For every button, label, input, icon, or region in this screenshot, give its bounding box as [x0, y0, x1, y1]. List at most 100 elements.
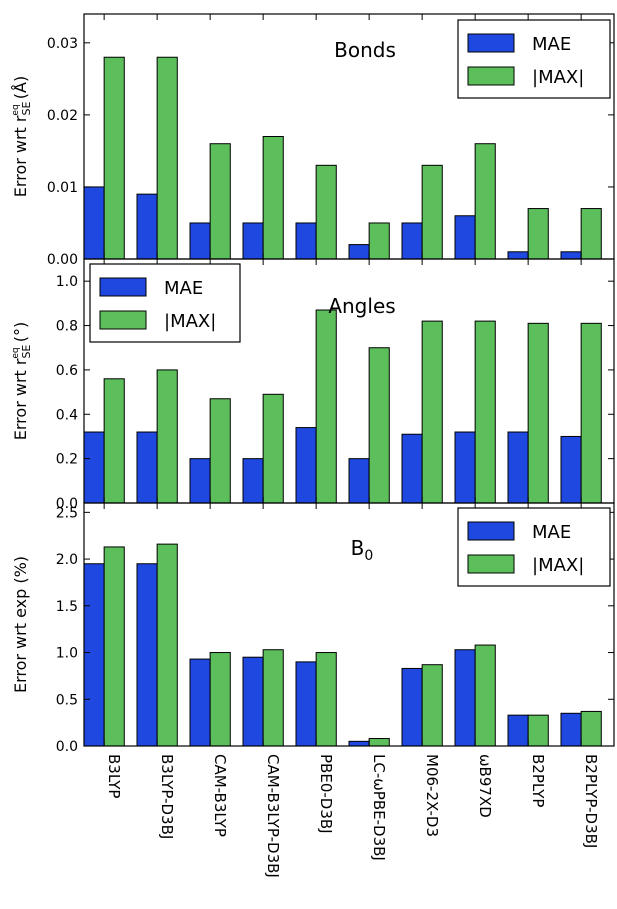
panel-title: B0: [351, 536, 374, 564]
ytick-label: 2.0: [56, 552, 78, 568]
bar-mae-b2plyp-d3bj: [560, 435, 582, 504]
ytick-label: 0.5: [56, 692, 78, 708]
bar-max-m06-2x-d3: [421, 320, 443, 504]
ytick-label: 0.02: [47, 108, 78, 124]
ytick-label: 0.0: [56, 496, 78, 512]
bar-max-pbe0-d3bj: [315, 309, 337, 504]
bar-mae-m06-2x-d3: [401, 222, 423, 260]
bar-max-cam-b3lyp: [209, 398, 231, 504]
bar-max-lc-ωpbe-d3bj: [368, 347, 390, 504]
x-category-label: LC-ωPBE-D3BJ: [370, 754, 388, 861]
bar-mae-b2plyp-d3bj: [560, 251, 582, 260]
bar-mae-cam-b3lyp: [189, 222, 211, 260]
x-category-label: M06-2X-D3: [423, 754, 441, 837]
ytick-label: 1.0: [56, 646, 78, 662]
bar-max-ωb97xd: [474, 644, 496, 747]
bar-mae-b2plyp-d3bj: [560, 712, 582, 747]
bar-mae-lc-ωpbe-d3bj: [348, 740, 370, 747]
bar-max-ωb97xd: [474, 320, 496, 504]
bar-max-b2plyp: [527, 714, 549, 747]
bar-mae-pbe0-d3bj: [295, 427, 317, 504]
legend-label-max: |MAX|: [532, 67, 584, 88]
bar-max-b2plyp: [527, 208, 549, 260]
legend-label-max: |MAX|: [164, 311, 216, 332]
legend-label-mae: MAE: [532, 34, 571, 55]
ytick-label: 0.03: [47, 36, 78, 52]
bar-mae-b3lyp-d3bj: [136, 563, 158, 747]
bar-mae-cam-b3lyp-d3bj: [242, 458, 264, 504]
panel-bonds: 0.00 0.01 0.02 0.03 Error wrt rSEeq (Å) Bonds…: [11, 13, 615, 268]
bar-mae-b2plyp: [507, 431, 529, 504]
ytick-label: 0.4: [56, 407, 78, 423]
y-axis-label: Error wrt rSEeq (Å): [11, 76, 33, 197]
ytick-label: 1.5: [56, 599, 78, 615]
x-category-label: B3LYP: [105, 754, 123, 798]
bar-max-pbe0-d3bj: [315, 164, 337, 260]
ytick-label: 0.2: [56, 452, 78, 468]
legend-swatch-mae: [467, 33, 515, 53]
bar-mae-b3lyp: [83, 431, 105, 504]
x-category-label: B2PLYP: [529, 754, 547, 807]
x-category-label: B2PLYP-D3BJ: [582, 754, 600, 848]
ytick-label: 1.0: [56, 274, 78, 290]
panel-b0: 0.0 0.5 1.0 1.5 2.0 2.5 Error wrt exp (%) B0 MAE…: [11, 502, 615, 878]
bar-mae-b3lyp: [83, 186, 105, 260]
bar-max-b2plyp-d3bj: [580, 208, 602, 260]
ytick-label: 0.0: [56, 739, 78, 755]
legend-swatch-max: [467, 66, 515, 86]
legend-swatch-mae: [99, 277, 147, 297]
bar-mae-b2plyp: [507, 714, 529, 747]
bar-mae-pbe0-d3bj: [295, 661, 317, 747]
legend-swatch-max: [467, 554, 515, 574]
x-category-label: CAM-B3LYP: [211, 754, 229, 837]
bar-max-b2plyp-d3bj: [580, 710, 602, 747]
bar-mae-lc-ωpbe-d3bj: [348, 244, 370, 260]
bar-max-cam-b3lyp-d3bj: [262, 136, 284, 260]
ytick-label: 2.5: [56, 505, 78, 521]
ytick-label: 0.00: [47, 252, 78, 268]
y-axis-label: Error wrt rSEeq (°): [11, 322, 33, 440]
bar-mae-cam-b3lyp: [189, 658, 211, 747]
bar-max-cam-b3lyp-d3bj: [262, 649, 284, 747]
bar-max-lc-ωpbe-d3bj: [368, 738, 390, 747]
bar-mae-ωb97xd: [454, 431, 476, 504]
legend-swatch-mae: [467, 521, 515, 541]
bar-max-b3lyp-d3bj: [156, 369, 178, 504]
bar-max-b3lyp: [103, 56, 125, 260]
bar-mae-m06-2x-d3: [401, 667, 423, 747]
bar-mae-ωb97xd: [454, 215, 476, 260]
bar-mae-m06-2x-d3: [401, 433, 423, 504]
legend: MAE |MAX|: [89, 263, 241, 343]
bar-max-lc-ωpbe-d3bj: [368, 222, 390, 260]
legend-label-mae: MAE: [532, 522, 571, 543]
legend-label-mae: MAE: [164, 278, 203, 299]
x-category-label: CAM-B3LYP-D3BJ: [264, 754, 282, 878]
ytick-label: 0.01: [47, 180, 78, 196]
bar-mae-pbe0-d3bj: [295, 222, 317, 260]
x-category-label: PBE0-D3BJ: [317, 754, 335, 834]
bar-mae-lc-ωpbe-d3bj: [348, 458, 370, 504]
bar-mae-b3lyp: [83, 563, 105, 747]
legend-swatch-max: [99, 310, 147, 330]
legend-label-max: |MAX|: [532, 555, 584, 576]
ytick-label: 0.6: [56, 363, 78, 379]
ytick-label: 0.8: [56, 319, 78, 335]
plot-frame: [83, 502, 615, 747]
bar-max-cam-b3lyp: [209, 652, 231, 747]
bar-max-b2plyp-d3bj: [580, 322, 602, 504]
bar-mae-b3lyp-d3bj: [136, 431, 158, 504]
bar-max-cam-b3lyp: [209, 143, 231, 260]
bar-mae-cam-b3lyp-d3bj: [242, 656, 264, 747]
bar-max-b3lyp-d3bj: [156, 543, 178, 747]
x-category-label: ωB97XD: [476, 754, 494, 818]
bar-max-pbe0-d3bj: [315, 652, 337, 747]
y-axis-label: Error wrt exp (%): [11, 556, 30, 693]
bar-max-cam-b3lyp-d3bj: [262, 393, 284, 504]
x-category-label: B3LYP-D3BJ: [158, 754, 176, 839]
bar-max-b3lyp-d3bj: [156, 56, 178, 260]
bar-max-m06-2x-d3: [421, 664, 443, 747]
panel-angles: 0.0 0.2 0.4 0.6 0.8 1.0 Error wrt rSEeq (°) Ang…: [11, 258, 615, 512]
bar-mae-cam-b3lyp: [189, 458, 211, 504]
bar-max-m06-2x-d3: [421, 164, 443, 260]
